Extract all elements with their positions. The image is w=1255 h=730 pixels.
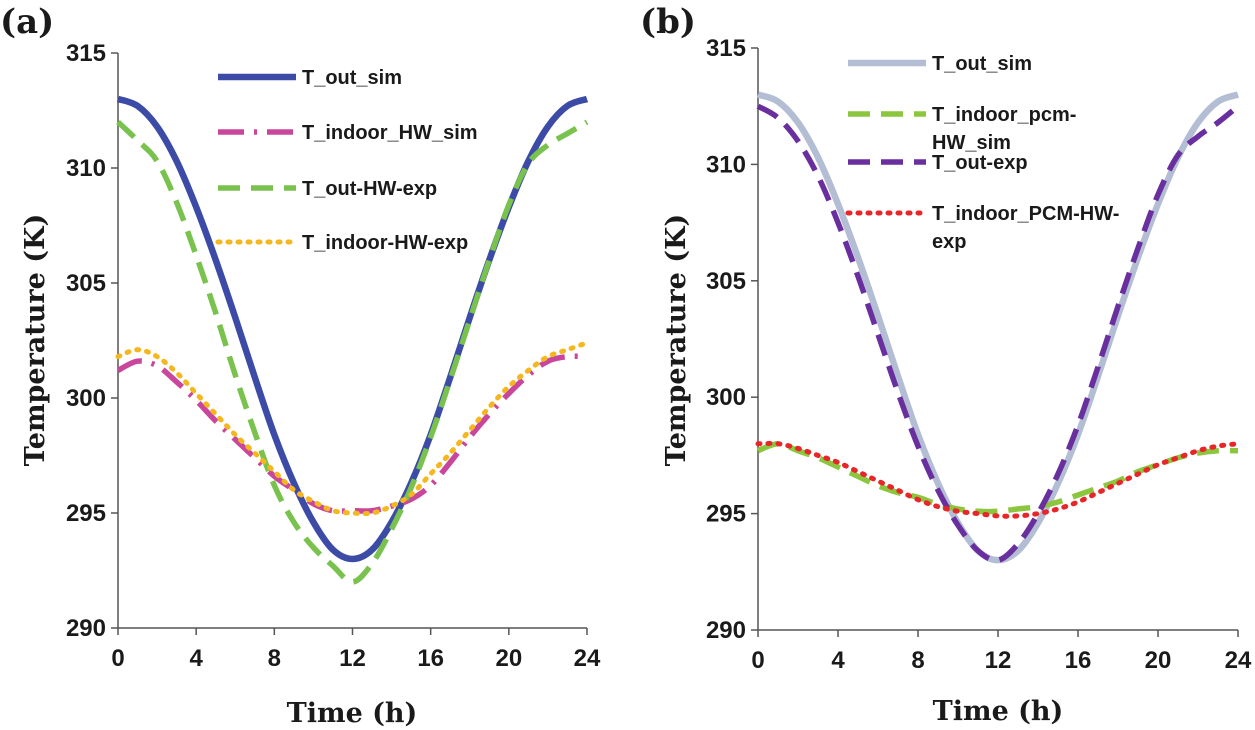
x-tick-label: 24 bbox=[574, 645, 601, 672]
x-axis-title: Time (h) bbox=[287, 698, 418, 729]
x-tick-label: 4 bbox=[831, 647, 845, 674]
x-axis-title: Time (h) bbox=[933, 696, 1064, 727]
x-tick-label: 20 bbox=[495, 645, 522, 672]
y-tick-label: 310 bbox=[66, 155, 106, 182]
x-tick-label: 12 bbox=[339, 645, 366, 672]
series-line-t-out-hw-exp bbox=[116, 119, 589, 585]
legend-label: exp bbox=[932, 231, 966, 253]
legend-label: T_indoor_PCM-HW- bbox=[932, 203, 1119, 225]
legend-label: HW_sim bbox=[932, 132, 1011, 154]
y-tick-label: 305 bbox=[706, 268, 746, 295]
series-line-t-out-exp bbox=[756, 103, 1240, 564]
y-tick-label: 290 bbox=[706, 617, 746, 644]
legend-label: T_indoor_pcm- bbox=[932, 104, 1076, 126]
y-tick-label: 290 bbox=[66, 615, 106, 642]
legend-label: T_out-exp bbox=[932, 152, 1028, 174]
y-axis-title: Temperature (K) bbox=[20, 214, 51, 466]
series-line-t-indoor-hw-exp bbox=[115, 340, 590, 517]
x-tick-label: 20 bbox=[1145, 647, 1172, 674]
legend-label: T_indoor-HW-exp bbox=[302, 232, 468, 254]
x-tick-label: 0 bbox=[111, 645, 124, 672]
y-axis-title: Temperature (K) bbox=[661, 214, 692, 466]
series-line-t-indoor-pcm-hw-exp bbox=[755, 440, 1241, 519]
x-tick-label: 16 bbox=[1065, 647, 1092, 674]
panel-label: (b) bbox=[640, 2, 696, 42]
x-tick-label: 0 bbox=[751, 647, 764, 674]
panel-label: (a) bbox=[0, 2, 54, 42]
x-tick-label: 4 bbox=[189, 645, 203, 672]
y-tick-label: 310 bbox=[706, 151, 746, 178]
y-tick-label: 315 bbox=[66, 40, 106, 67]
y-tick-label: 295 bbox=[706, 501, 746, 528]
x-tick-label: 12 bbox=[985, 647, 1012, 674]
series-line-t-indoor-hw-sim bbox=[116, 353, 588, 514]
legend: T_out_sim T_indoor_HW_sim T_out-HW-exp T_in… bbox=[215, 67, 478, 254]
y-tick-label: 300 bbox=[66, 385, 106, 412]
y-tick-label: 315 bbox=[706, 35, 746, 62]
x-tick-label: 16 bbox=[417, 645, 444, 672]
series-line-t-indoor-pcm-hw-sim bbox=[756, 441, 1239, 515]
chart-panel-a: (a) 290 295 300 305 310 315 0 4 8 12 16 20 24 Time (h)… bbox=[0, 2, 601, 729]
series-line-t-out-sim bbox=[116, 95, 589, 563]
legend-label: T_indoor_HW_sim bbox=[302, 122, 478, 144]
y-tick-label: 295 bbox=[66, 500, 106, 527]
x-tick-label: 8 bbox=[268, 645, 281, 672]
legend-label: T_out_sim bbox=[302, 67, 402, 89]
legend-label: T_out-HW-exp bbox=[302, 178, 437, 200]
legend-label: T_out_sim bbox=[932, 53, 1032, 75]
series-line-t-out-sim bbox=[756, 91, 1240, 564]
chart-panel-b: (b) 290 295 300 305 310 315 0 4 8 12 16 20 24 Time (h)… bbox=[640, 2, 1252, 727]
x-tick-label: 24 bbox=[1225, 647, 1252, 674]
y-tick-label: 300 bbox=[706, 384, 746, 411]
y-tick-label: 305 bbox=[66, 270, 106, 297]
x-tick-label: 8 bbox=[911, 647, 924, 674]
